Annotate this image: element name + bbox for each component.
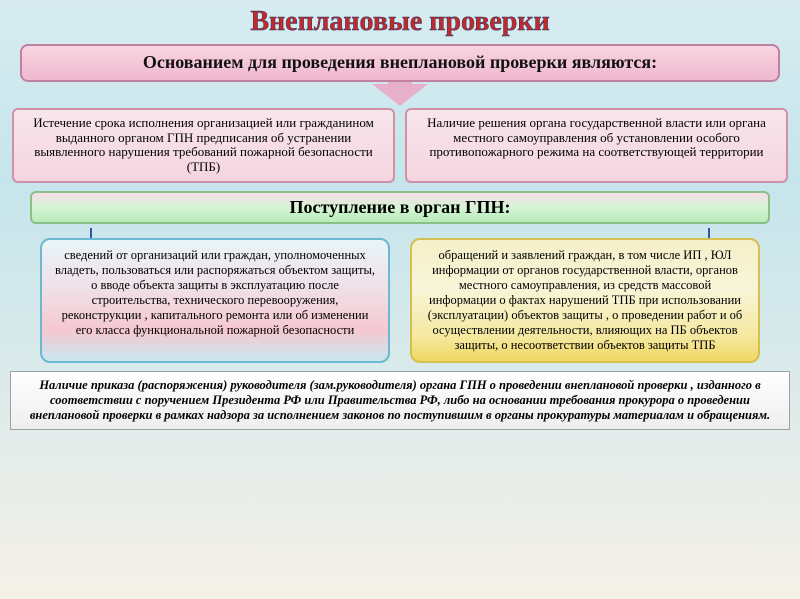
bracket (30, 228, 770, 238)
bottom-note: Наличие приказа (распоряжения) руководит… (10, 371, 790, 430)
arrow-down-icon (372, 84, 428, 106)
subtitle-banner: Основанием для проведения внеплановой пр… (20, 44, 780, 82)
top-card-left: Истечение срока исполнения организацией … (12, 108, 395, 184)
gpn-header: Поступление в орган ГПН: (30, 191, 770, 224)
top-row: Истечение срока исполнения организацией … (0, 108, 800, 184)
detail-row: сведений от организаций или граждан, упо… (0, 238, 800, 363)
main-title: Внеплановые проверки (0, 0, 800, 38)
detail-left: сведений от организаций или граждан, упо… (40, 238, 390, 363)
top-card-right: Наличие решения органа государственной в… (405, 108, 788, 184)
detail-right: обращений и заявлений граждан, в том чис… (410, 238, 760, 363)
